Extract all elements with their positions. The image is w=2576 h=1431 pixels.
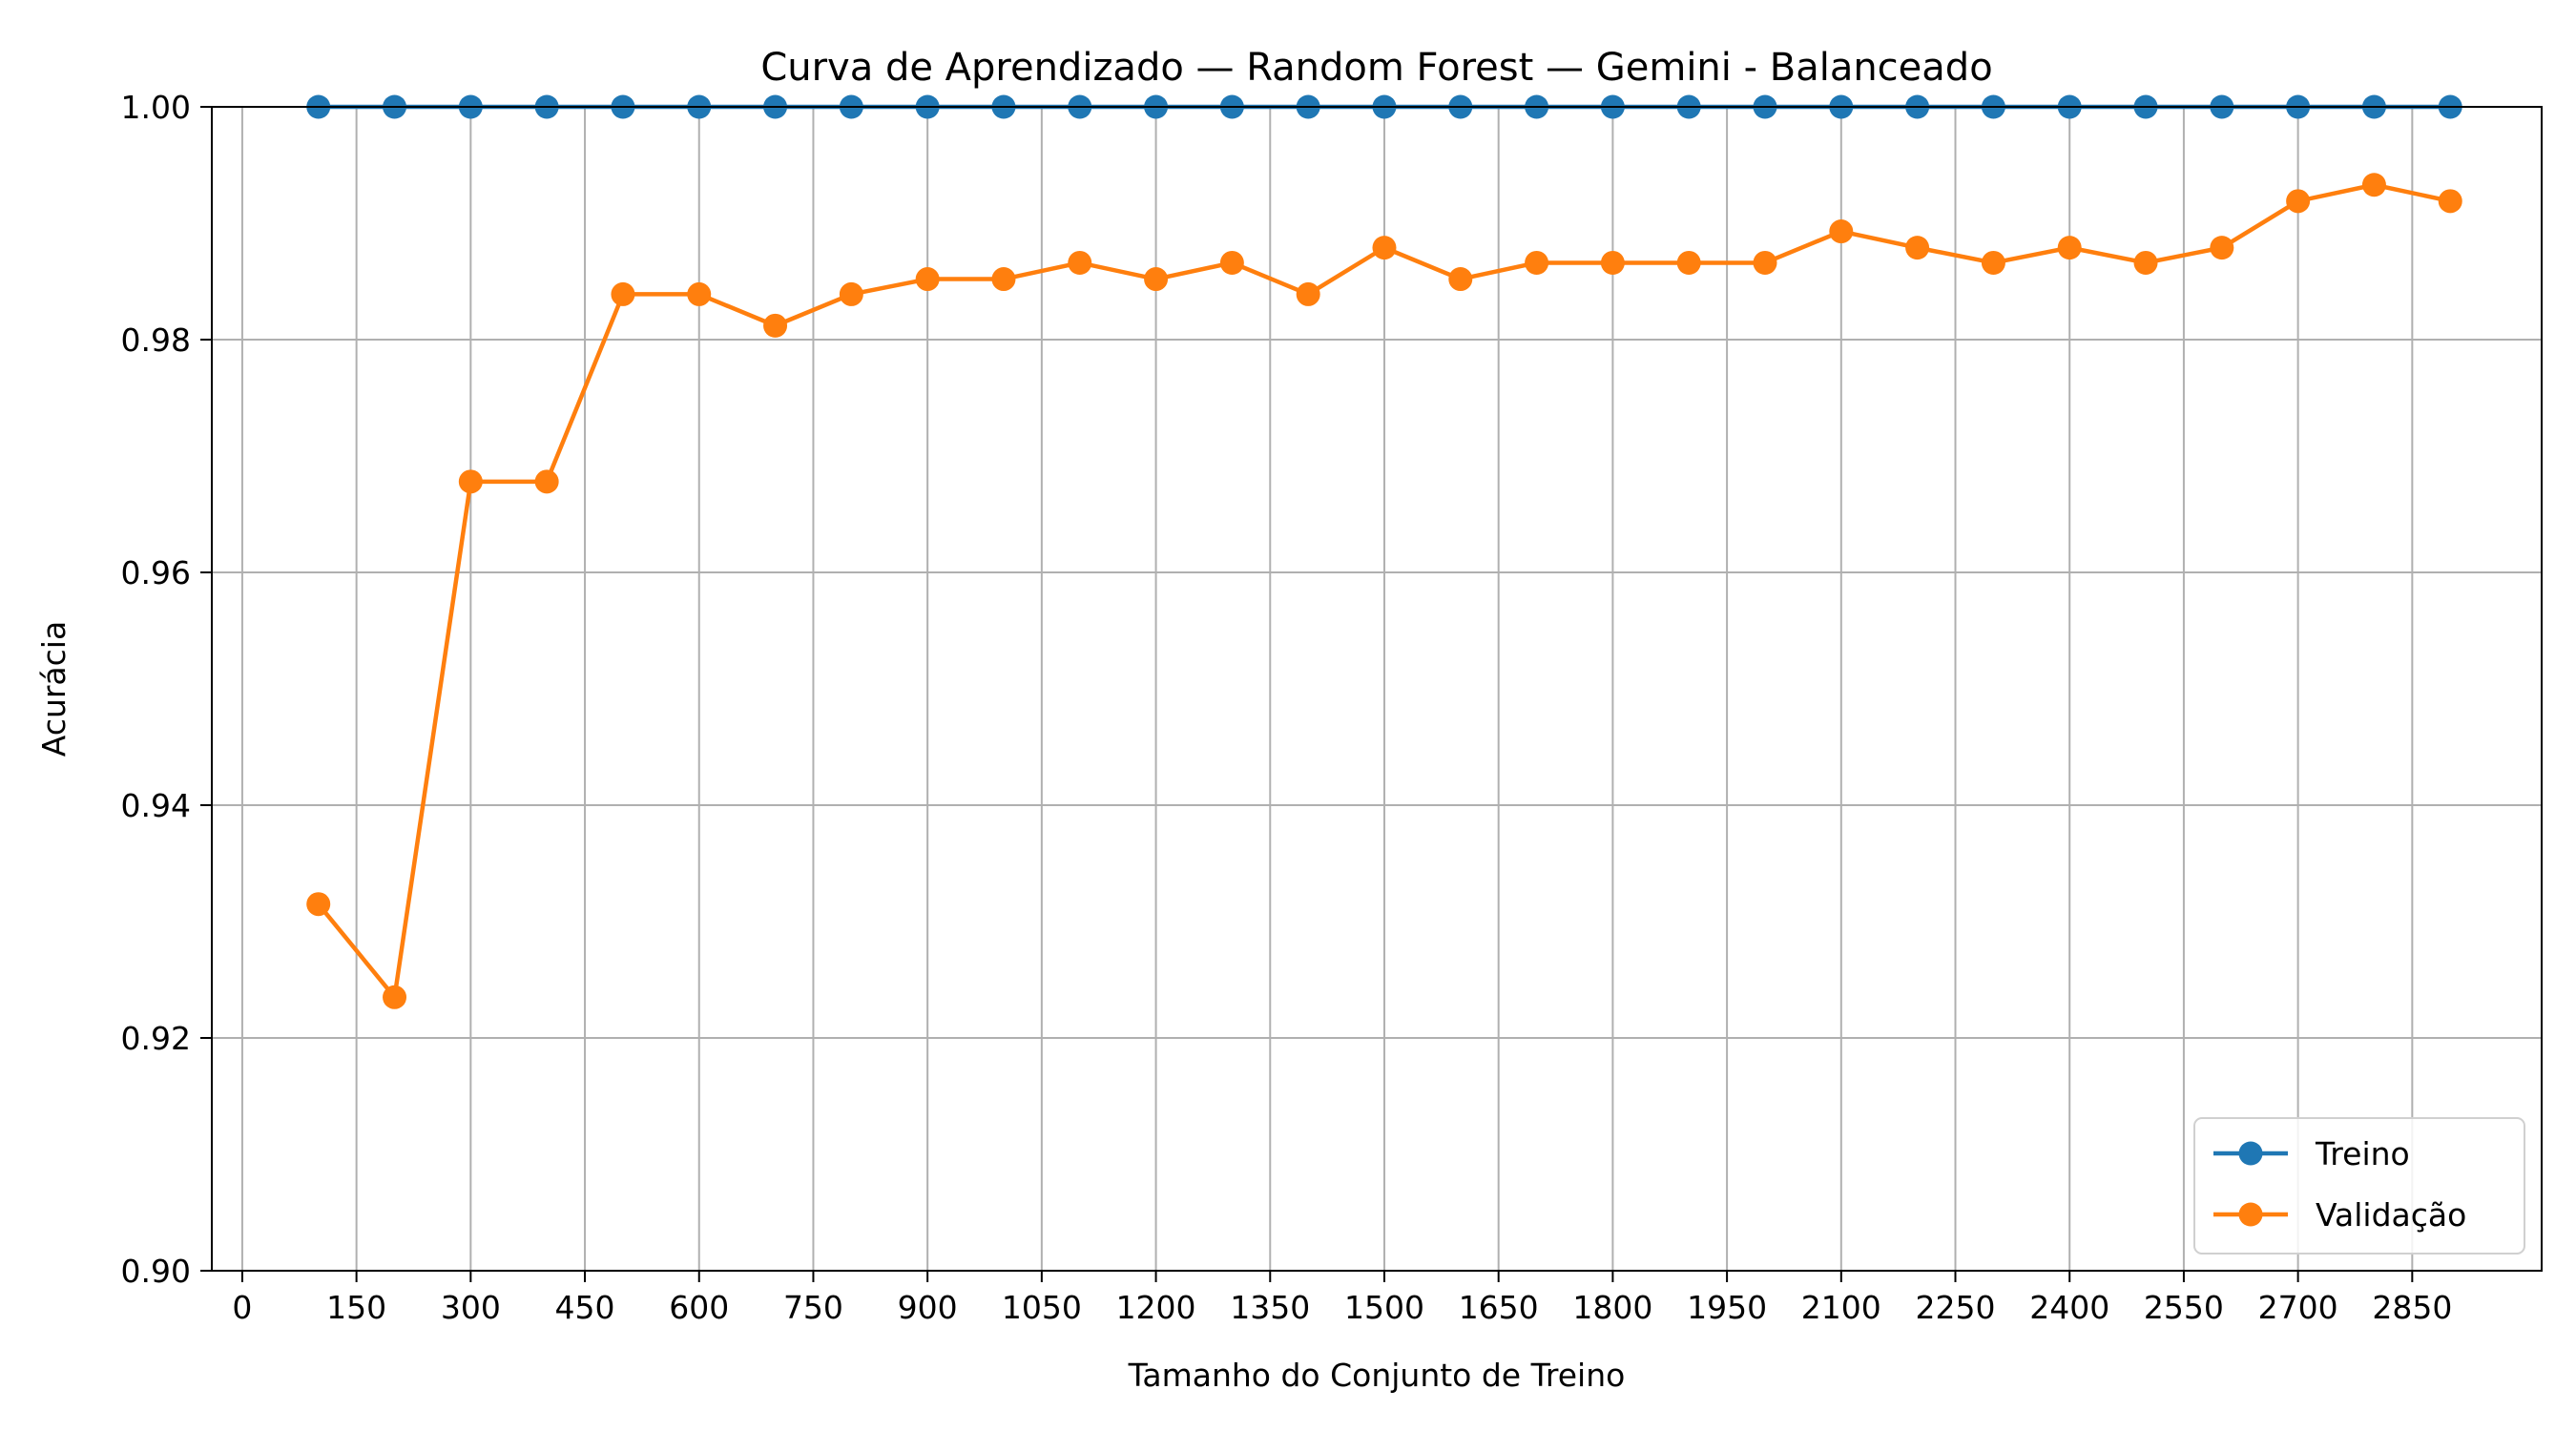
data-point	[1219, 250, 1244, 275]
x-tick-label: 1500	[1344, 1289, 1424, 1326]
data-point	[1676, 250, 1701, 275]
data-point	[2286, 189, 2311, 214]
y-tick-label: 0.90	[121, 1253, 191, 1290]
data-point	[1296, 281, 1320, 306]
chart-title: Curva de Aprendizado — Random Forest — G…	[760, 46, 1992, 90]
x-tick-label: 2400	[2029, 1289, 2109, 1326]
data-point	[383, 985, 407, 1009]
y-tick-label: 0.94	[121, 787, 191, 824]
data-point	[1600, 250, 1625, 275]
x-tick-label: 1650	[1459, 1289, 1539, 1326]
data-point	[1981, 250, 2005, 275]
y-axis-label: Acurácia	[35, 621, 73, 757]
data-point	[534, 469, 559, 494]
data-point	[2210, 236, 2234, 260]
x-tick-label: 750	[783, 1289, 843, 1326]
ticks-layer: 0 150 300 450 600 750 900 1050 1200 1350 1500 1650 1…	[121, 89, 2453, 1326]
y-tick-label: 0.98	[121, 321, 191, 359]
x-axis-label: Tamanho do Conjunto de Treino	[1128, 1357, 1626, 1394]
data-point	[1905, 236, 1930, 260]
data-point	[763, 313, 788, 338]
x-tick-label: 2700	[2258, 1289, 2338, 1326]
x-tick-label: 1200	[1116, 1289, 1196, 1326]
data-point	[2133, 250, 2158, 275]
x-tick-label: 2100	[1801, 1289, 1881, 1326]
grid-layer	[212, 106, 2542, 1272]
x-tick-label: 300	[441, 1289, 501, 1326]
data-point	[1525, 250, 1549, 275]
data-point	[1753, 250, 1777, 275]
data-point	[2057, 236, 2082, 260]
y-tick-label: 1.00	[121, 89, 191, 126]
x-tick-label: 600	[669, 1289, 729, 1326]
x-tick-label: 2550	[2144, 1289, 2224, 1326]
data-point	[1068, 250, 1092, 275]
data-point	[839, 281, 863, 306]
x-tick-label: 150	[326, 1289, 386, 1326]
y-tick-label: 0.92	[121, 1020, 191, 1057]
x-tick-label: 0	[232, 1289, 252, 1326]
legend-marker	[2238, 1202, 2263, 1227]
x-tick-label: 1800	[1572, 1289, 1652, 1326]
data-point	[1829, 219, 1854, 244]
data-point	[1372, 236, 1397, 260]
legend: Treino Validação	[2193, 1117, 2525, 1255]
data-point	[991, 267, 1016, 292]
data-point	[1448, 267, 1473, 292]
legend-marker	[2238, 1141, 2263, 1166]
x-tick-label: 2850	[2372, 1289, 2452, 1326]
data-point	[458, 469, 483, 494]
x-tick-label: 2250	[1916, 1289, 1996, 1326]
data-point	[611, 281, 635, 306]
plot-area-frame	[211, 106, 2543, 1272]
data-point	[687, 281, 712, 306]
legend-label: Treino	[2315, 1135, 2410, 1172]
data-point	[915, 267, 940, 292]
x-tick-label: 1050	[1002, 1289, 1082, 1326]
x-tick-label: 1950	[1687, 1289, 1767, 1326]
data-point	[2438, 189, 2462, 214]
x-tick-label: 450	[555, 1289, 615, 1326]
y-tick-label: 0.96	[121, 554, 191, 591]
data-point	[2361, 173, 2386, 197]
x-tick-label: 900	[898, 1289, 958, 1326]
x-tick-label: 1350	[1230, 1289, 1310, 1326]
data-point	[1144, 267, 1169, 292]
legend-label: Validação	[2316, 1196, 2466, 1234]
data-point	[306, 892, 331, 917]
